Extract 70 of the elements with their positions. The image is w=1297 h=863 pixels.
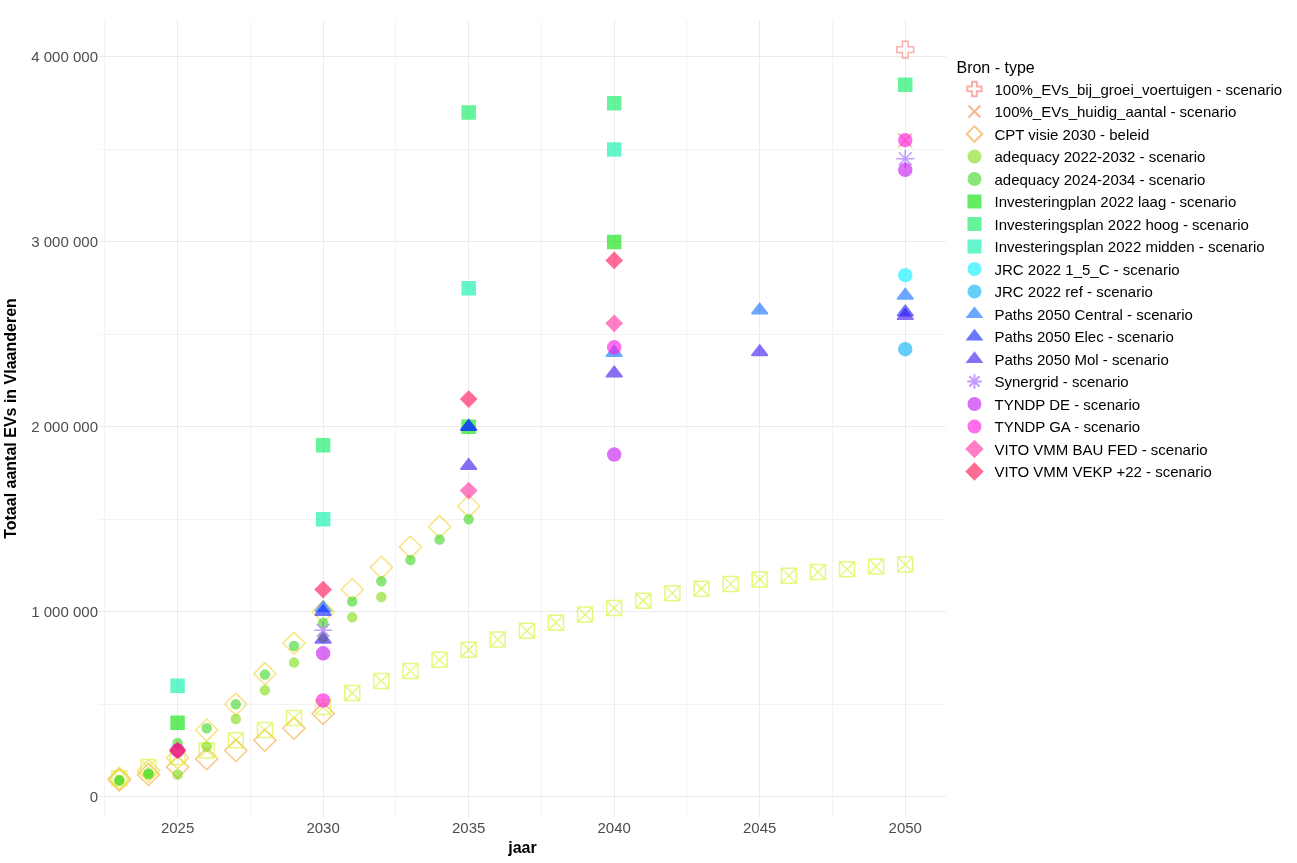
point bbox=[461, 280, 476, 296]
point bbox=[201, 741, 212, 752]
legend-label: JRC 2022 1_5_C - scenario bbox=[994, 260, 1180, 278]
point bbox=[315, 512, 331, 527]
point bbox=[898, 77, 913, 92]
point bbox=[606, 234, 622, 250]
point bbox=[606, 340, 622, 355]
point bbox=[315, 693, 331, 708]
point bbox=[230, 698, 242, 710]
point bbox=[376, 591, 387, 603]
x-tick-label: 2025 bbox=[160, 819, 195, 836]
point bbox=[405, 554, 416, 566]
point bbox=[314, 581, 332, 599]
point bbox=[230, 713, 242, 725]
point bbox=[606, 142, 622, 157]
y-tick-label: 4 000 000 bbox=[31, 48, 98, 66]
point bbox=[201, 722, 212, 734]
point bbox=[170, 715, 185, 730]
point bbox=[460, 482, 478, 500]
point bbox=[461, 105, 476, 120]
point bbox=[606, 447, 622, 462]
legend-title: Bron - type bbox=[956, 58, 1035, 76]
point bbox=[605, 314, 623, 332]
y-tick-label: 3 000 000 bbox=[31, 233, 98, 251]
legend-label: adequacy 2024-2034 - scenario bbox=[994, 170, 1206, 188]
legend-label: VITO VMM BAU FED - scenario bbox=[994, 440, 1208, 458]
point bbox=[605, 251, 623, 269]
legend-label: 100%_EVs_huidig_aantal - scenario bbox=[994, 103, 1237, 121]
point bbox=[346, 596, 358, 607]
point bbox=[259, 685, 271, 696]
point bbox=[259, 669, 271, 680]
point bbox=[898, 162, 913, 178]
point bbox=[315, 646, 331, 661]
x-tick-label: 2035 bbox=[451, 819, 486, 836]
legend-label: TYNDP DE - scenario bbox=[994, 395, 1141, 413]
legend-label: 100%_EVs_bij_groei_voertuigen - scenario bbox=[994, 80, 1283, 98]
point bbox=[376, 575, 387, 587]
legend-label: Paths 2050 Central - scenario bbox=[994, 305, 1193, 323]
legend-label: Investeringsplan 2022 midden - scenario bbox=[994, 238, 1265, 256]
legend-label: Investeringplan 2022 laag - scenario bbox=[994, 193, 1237, 211]
y-tick-label: 0 bbox=[89, 787, 98, 805]
legend-label: JRC 2022 ref - scenario bbox=[994, 283, 1153, 301]
point bbox=[898, 267, 913, 283]
point bbox=[288, 657, 300, 668]
legend-label: Paths 2050 Elec - scenario bbox=[994, 328, 1174, 346]
y-tick-label: 1 000 000 bbox=[31, 602, 98, 620]
legend-label: TYNDP GA - scenario bbox=[994, 418, 1141, 436]
x-tick-label: 2050 bbox=[888, 819, 922, 836]
point bbox=[898, 341, 913, 357]
x-axis-title: jaar bbox=[507, 838, 537, 856]
point bbox=[460, 390, 478, 408]
legend-label: Investeringsplan 2022 hoog - scenario bbox=[994, 215, 1249, 233]
point bbox=[170, 678, 185, 693]
x-tick-label: 2040 bbox=[597, 819, 631, 836]
point bbox=[346, 612, 358, 623]
x-tick-label: 2045 bbox=[743, 819, 777, 836]
point bbox=[606, 95, 622, 111]
legend-label: CPT visie 2030 - beleid bbox=[994, 125, 1150, 143]
legend-label: VITO VMM VEKP +22 - scenario bbox=[994, 463, 1212, 481]
y-tick-label: 2 000 000 bbox=[31, 418, 98, 436]
y-axis-title: Totaal aantal EVs in Vlaanderen bbox=[2, 298, 20, 539]
legend-label: Synergrid - scenario bbox=[994, 373, 1129, 391]
point bbox=[172, 769, 183, 780]
point bbox=[315, 438, 331, 453]
legend-label: adequacy 2022-2032 - scenario bbox=[994, 148, 1206, 166]
point bbox=[463, 514, 474, 525]
point bbox=[288, 640, 300, 652]
legend-label: Paths 2050 Mol - scenario bbox=[994, 350, 1169, 368]
point bbox=[434, 534, 445, 545]
x-tick-label: 2030 bbox=[306, 819, 340, 836]
